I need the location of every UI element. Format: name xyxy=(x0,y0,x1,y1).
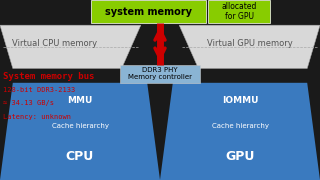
Polygon shape xyxy=(0,25,141,68)
Bar xyxy=(91,0,206,23)
Text: system memory: system memory xyxy=(105,7,192,17)
Bar xyxy=(120,65,200,83)
Text: Virtual GPU memory: Virtual GPU memory xyxy=(207,39,292,48)
Text: System memory bus: System memory bus xyxy=(3,72,95,81)
Text: IOMMU: IOMMU xyxy=(222,96,258,105)
Text: Virtual CPU memory: Virtual CPU memory xyxy=(12,39,97,48)
Text: MMU: MMU xyxy=(67,96,93,105)
Bar xyxy=(208,0,270,23)
Text: ≈ 34.13 GB/s: ≈ 34.13 GB/s xyxy=(3,100,54,107)
Polygon shape xyxy=(160,83,320,180)
Text: Latency: unknown: Latency: unknown xyxy=(3,114,71,120)
Text: Cache hierarchy: Cache hierarchy xyxy=(212,123,268,129)
Text: GPU: GPU xyxy=(225,150,255,163)
Text: 128-bit DDR3-2133: 128-bit DDR3-2133 xyxy=(3,87,76,93)
Text: DDR3 PHY
Memory controller: DDR3 PHY Memory controller xyxy=(128,67,192,80)
Text: CPU: CPU xyxy=(66,150,94,163)
Polygon shape xyxy=(179,25,320,68)
Polygon shape xyxy=(0,83,160,180)
Text: allocated
for GPU: allocated for GPU xyxy=(221,2,257,21)
Text: Cache hierarchy: Cache hierarchy xyxy=(52,123,108,129)
